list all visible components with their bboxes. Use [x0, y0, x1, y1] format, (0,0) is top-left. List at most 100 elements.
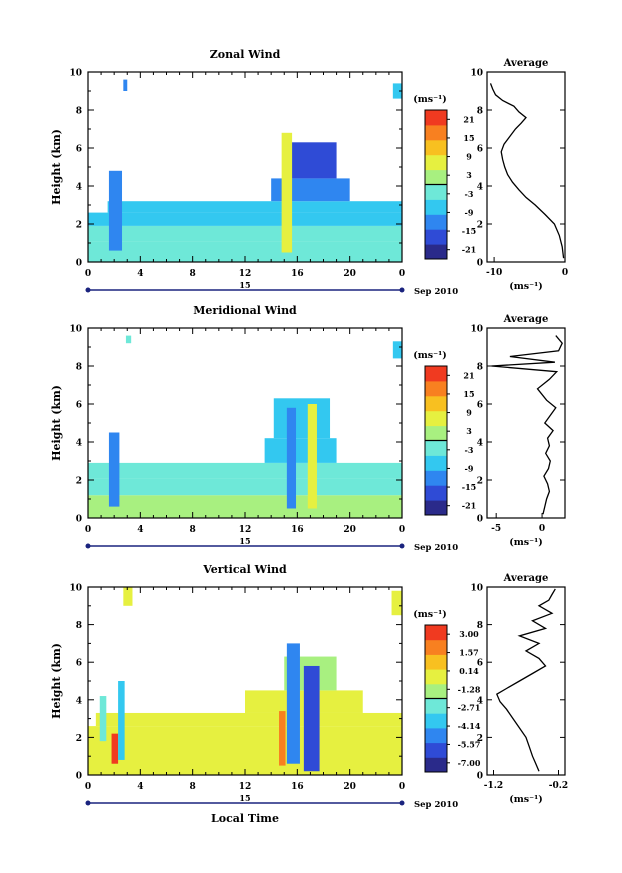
colorbar-label: -21 [462, 245, 476, 255]
colorbar-swatch-7 [425, 139, 447, 156]
average-y-label: 6 [477, 401, 483, 411]
average-x-label: 0 [562, 268, 568, 278]
colorbar-label: -21 [462, 501, 476, 511]
average-y-label: 10 [470, 584, 483, 594]
colorbar-label: -15 [462, 226, 476, 236]
colorbar-label: 9 [466, 408, 472, 418]
y-tick-label: 2 [76, 734, 82, 744]
x-tick-label: 12 [239, 782, 252, 792]
colorbar-label: -4.14 [458, 721, 481, 731]
x-axis-label: Local Time [211, 812, 279, 825]
colorbar-swatch-9 [425, 366, 447, 382]
y-tick-label: 0 [76, 259, 82, 269]
day-label: 15 [239, 793, 250, 803]
y-axis: 0 2 4 6 8 10 Height (km) [50, 584, 402, 782]
x-axis: 0 4 8 12 16 20 0 [85, 328, 405, 535]
average-x-label: -0.2 [549, 781, 568, 791]
x-tick-label: 16 [291, 269, 304, 279]
x-tick-label: 0 [85, 782, 91, 792]
heatmap-cell-4 [286, 643, 300, 764]
average-unit: (ms⁻¹) [509, 794, 543, 805]
x-tick-label: 0 [399, 782, 405, 792]
average-y-label: 4 [477, 439, 483, 449]
y-tick-label: 10 [69, 584, 82, 594]
colorbar-swatch-8 [425, 639, 447, 655]
colorbar-swatch-7 [425, 654, 447, 670]
colorbar-swatch-3 [425, 199, 447, 215]
colorbar-swatch-1 [425, 485, 447, 501]
colorbar-label: 21 [463, 114, 474, 124]
y-tick-label: 8 [76, 621, 82, 631]
colorbar-swatch-6 [425, 154, 447, 171]
x-tick-label: 20 [343, 525, 356, 535]
colorbar-label: 0.14 [459, 666, 479, 676]
y-tick-label: 6 [76, 401, 82, 411]
heatmap-cell-6 [108, 170, 123, 251]
average-x-label: -5 [491, 524, 501, 534]
y-tick-label: 2 [76, 221, 82, 231]
x-tick-label: 0 [85, 269, 91, 279]
colorbar-swatch-3 [425, 713, 447, 729]
x-axis: 0 4 8 12 16 20 0 [85, 587, 405, 792]
colorbar-label: 3.00 [459, 629, 479, 639]
average-y-label: 0 [477, 259, 483, 269]
heatmap-cell-8 [392, 341, 402, 359]
colorbar-swatch-4 [425, 184, 447, 200]
colorbar-swatch-6 [425, 410, 447, 427]
date-label: Sep 2010 [414, 800, 458, 810]
y-tick-label: 0 [76, 515, 82, 525]
average-line [489, 83, 565, 259]
colorbar-swatch-8 [425, 380, 447, 397]
heatmap-cell-5 [108, 432, 120, 507]
average-frame [486, 327, 566, 519]
heatmap-cell-1 [88, 225, 402, 242]
y-axis: 0 2 4 6 8 10 Height (km) [50, 325, 402, 525]
average-title: Average [503, 58, 549, 69]
average-unit: (ms⁻¹) [509, 281, 543, 292]
heatmap-cell-1 [95, 712, 402, 727]
heatmap-cell-11 [391, 590, 402, 616]
colorbar-swatch-0 [425, 244, 447, 260]
day-bar: 15 Sep 2010 [85, 280, 458, 297]
y-tick-label: 4 [76, 696, 82, 706]
day-bar: 15 Sep 2010 [85, 536, 458, 553]
average-y-label: 8 [477, 107, 483, 117]
colorbar-label: 1.57 [459, 648, 478, 658]
average-y-label: 0 [477, 515, 483, 525]
colorbar-label: -2.71 [458, 703, 481, 713]
heatmap-cell-2 [88, 462, 402, 479]
heatmap-cell-8 [392, 83, 402, 99]
average-title: Average [503, 314, 549, 325]
panel-2: Meridional Wind 0 2 4 6 8 10 Height (km) 0 4 8 12 16… [50, 304, 566, 553]
colorbar-swatch-2 [425, 727, 447, 744]
colorbar-label: 21 [463, 370, 474, 380]
x-tick-label: 0 [399, 269, 405, 279]
y-tick-label: 2 [76, 477, 82, 487]
day-label: 15 [239, 536, 250, 546]
heatmap-cell-9 [99, 696, 107, 742]
colorbar-swatch-4 [425, 440, 447, 456]
colorbar-swatch-8 [425, 124, 447, 141]
y-tick-label: 6 [76, 659, 82, 669]
average-unit: (ms⁻¹) [509, 537, 543, 548]
colorbar-swatch-9 [425, 110, 447, 126]
colorbar: (ms⁻¹) 21 15 9 3 -3 -9 -15 -21 [413, 94, 476, 260]
heatmap-cell-2 [88, 212, 402, 226]
y-tick-label: 6 [76, 145, 82, 155]
colorbar-swatch-0 [425, 757, 447, 773]
colorbar-swatch-4 [425, 698, 447, 714]
average-y-label: 2 [477, 734, 483, 744]
average-y-label: 2 [477, 477, 483, 487]
panel-title: Vertical Wind [202, 563, 287, 576]
y-axis: 0 2 4 6 8 10 Height (km) [50, 69, 402, 269]
x-tick-label: 4 [137, 782, 143, 792]
colorbar-label: -1.28 [458, 684, 481, 694]
average-y-label: 0 [477, 772, 483, 782]
day-label: 15 [239, 280, 250, 290]
y-axis-label: Height (km) [50, 643, 63, 719]
heatmap-cell-1 [88, 478, 402, 496]
colorbar-swatch-2 [425, 470, 447, 486]
y-axis-label: Height (km) [50, 385, 63, 461]
colorbar-swatch-7 [425, 395, 447, 412]
x-tick-label: 20 [343, 269, 356, 279]
